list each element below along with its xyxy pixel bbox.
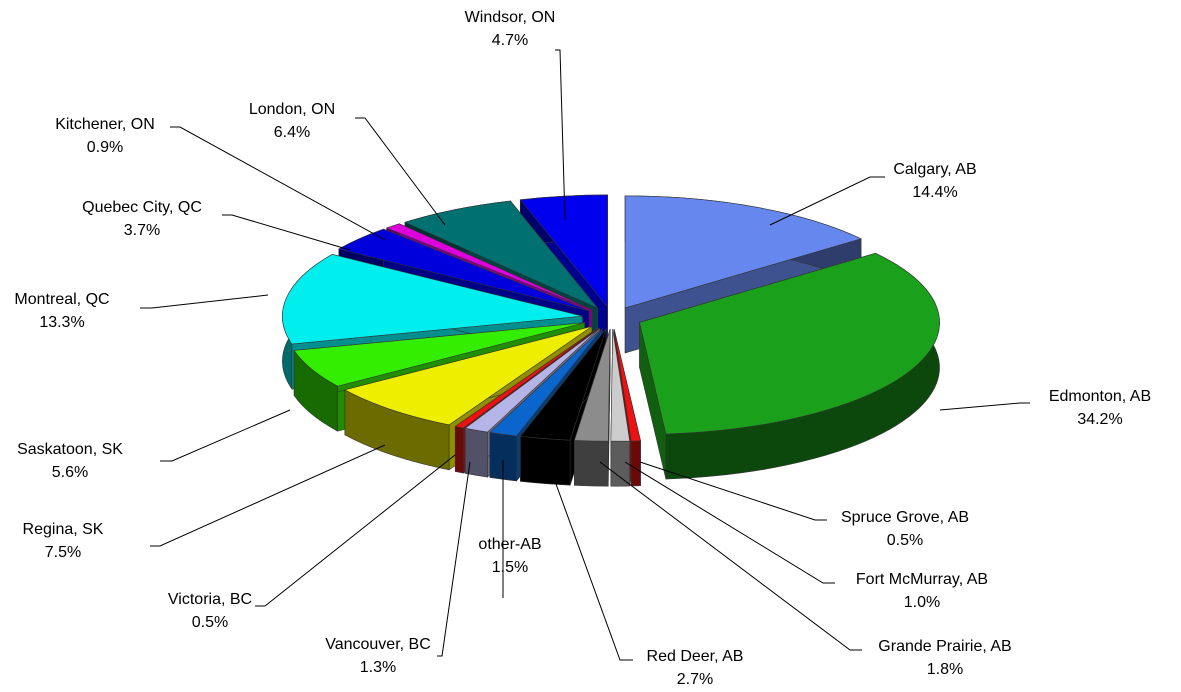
value-label: 5.6% — [52, 464, 88, 481]
slice-top — [613, 329, 641, 442]
slice-top — [293, 322, 585, 387]
slice-label: Quebec City, QC — [82, 199, 202, 216]
slice-top — [610, 329, 631, 442]
leader-line — [255, 454, 456, 607]
slice-label: Edmonton, AB — [1049, 388, 1151, 405]
slice-top — [344, 326, 593, 426]
slice-label: Saskatoon, SK — [17, 441, 123, 458]
leader-line — [939, 402, 1030, 411]
pie — [282, 194, 940, 487]
slice-top — [464, 327, 600, 433]
slice-label: Grande Prairie, AB — [878, 638, 1011, 655]
slice-top — [454, 327, 599, 429]
value-label: 2.7% — [677, 671, 713, 687]
leader-line — [547, 461, 633, 661]
slice-label: Kitchener, ON — [55, 116, 155, 133]
value-label: 13.3% — [39, 314, 84, 331]
slice-label: Calgary, AB — [893, 161, 976, 178]
value-label: 34.2% — [1077, 411, 1122, 428]
value-label: 0.5% — [192, 614, 228, 631]
value-label: 6.4% — [274, 124, 310, 141]
leader-line — [150, 444, 386, 547]
slice-top — [282, 254, 583, 345]
value-label: 0.9% — [87, 139, 123, 156]
slice-label: other-AB — [478, 536, 541, 553]
leader-line — [140, 294, 269, 309]
leader-line — [624, 461, 835, 584]
slice-label: Vancouver, BC — [325, 636, 431, 653]
leader-line — [437, 461, 471, 657]
slice-top — [489, 328, 603, 437]
slice-side — [520, 435, 571, 486]
slice-top — [404, 200, 598, 309]
slice-top — [573, 329, 611, 442]
slice-top — [519, 328, 607, 441]
value-label: 3.7% — [124, 222, 160, 239]
labels: Calgary, AB 14.4% Edmonton, AB 34.2% Spruce … — [14, 9, 1151, 688]
slice-label: Regina, SK — [23, 521, 104, 538]
slice — [573, 329, 611, 487]
slice-label: London, ON — [249, 101, 335, 118]
slice — [639, 252, 940, 480]
slice-top — [385, 223, 593, 310]
slice-side — [630, 440, 641, 487]
value-label: 1.8% — [927, 661, 963, 678]
slice-label: Windsor, ON — [465, 9, 556, 26]
leader-line — [555, 49, 566, 221]
slice-top — [519, 194, 608, 308]
value-label: 14.4% — [912, 184, 957, 201]
leader-line — [599, 461, 862, 651]
value-label: 0.5% — [887, 532, 923, 549]
slice-label: Spruce Grove, AB — [841, 509, 969, 526]
value-label: 1.5% — [492, 559, 528, 576]
leader-line — [170, 126, 386, 241]
slice-top — [338, 228, 590, 312]
slice-label: Victoria, BC — [168, 591, 252, 608]
slice-label: Fort McMurray, AB — [856, 571, 988, 588]
slice — [610, 329, 631, 487]
slice-top — [624, 195, 862, 309]
leader-line — [769, 176, 885, 226]
slice-side — [574, 440, 609, 487]
value-label: 4.7% — [492, 32, 528, 49]
slice-label: Red Deer, AB — [647, 648, 744, 665]
slice-label: Montreal, QC — [14, 291, 109, 308]
slice-top — [639, 252, 940, 435]
value-label: 1.3% — [360, 659, 396, 676]
leader-line — [160, 409, 291, 462]
value-label: 1.0% — [904, 594, 940, 611]
value-label: 7.5% — [45, 544, 81, 561]
leader-line — [639, 461, 827, 521]
leader-line — [222, 214, 351, 251]
slice-side — [454, 426, 464, 474]
leader-line — [355, 117, 446, 226]
